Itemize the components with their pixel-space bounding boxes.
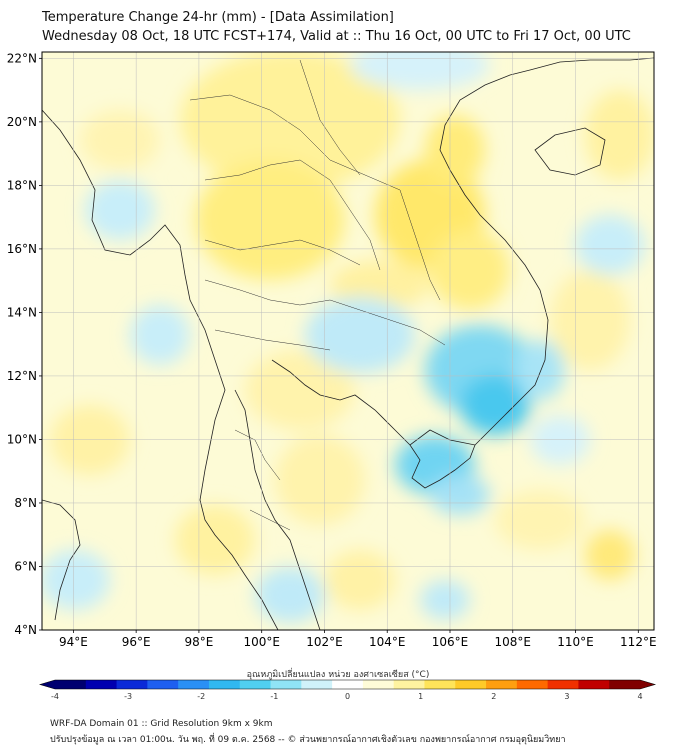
lon-tick-label: 94°E xyxy=(59,635,88,649)
lat-tick-label: 10°N xyxy=(7,432,37,446)
lat-tick-label: 18°N xyxy=(7,178,37,192)
lon-tick-label: 102°E xyxy=(306,635,343,649)
colorbar-tick-label: 0 xyxy=(345,692,350,701)
footer-credit: ปรับปรุงข้อมูล ณ เวลา 01:00น. วัน พฤ. ที… xyxy=(50,735,566,745)
colorbar-segment xyxy=(578,680,610,689)
gridlines xyxy=(42,52,654,630)
lat-tick-label: 4°N xyxy=(14,623,37,637)
colorbar-min-extension xyxy=(40,680,55,689)
colorbar-tick-label: -2 xyxy=(197,692,205,701)
colorbar-segment xyxy=(362,680,395,689)
colorbar-segment xyxy=(55,680,87,689)
colorbar-tick-label: 3 xyxy=(564,692,569,701)
colorbar-title: อุณหภูมิเปลี่ยนแปลง หน่วย องศาเซลเซียส (… xyxy=(246,670,430,680)
lat-tick-label: 14°N xyxy=(7,305,37,319)
lon-tick-label: 96°E xyxy=(122,635,151,649)
lat-tick-label: 22°N xyxy=(7,51,37,65)
lon-tick-label: 100°E xyxy=(243,635,280,649)
longitude-axis: 94°E 96°E 98°E 100°E 102°E 104°E 106°E 108°E 110… xyxy=(59,630,657,649)
lat-tick-label: 12°N xyxy=(7,369,37,383)
lat-tick-label: 16°N xyxy=(7,242,37,256)
colorbar-segment xyxy=(609,680,641,689)
colorbar-segment xyxy=(85,680,118,689)
colorbar: -4 -3 -2 -1 0 1 2 3 4 xyxy=(38,679,657,701)
colorbar-max-extension xyxy=(640,680,655,689)
latitude-axis: 22°N 20°N 18°N 16°N 14°N 12°N 10°N 8°N 6°N 4°N xyxy=(7,51,42,637)
colorbar-segment xyxy=(486,680,518,689)
lat-tick-label: 20°N xyxy=(7,115,37,129)
colorbar-tick-label: 4 xyxy=(637,692,642,701)
colorbar-segment xyxy=(424,680,456,689)
lat-tick-label: 6°N xyxy=(14,559,37,573)
lon-tick-label: 112°E xyxy=(620,635,657,649)
lon-tick-label: 106°E xyxy=(432,635,469,649)
colorbar-tick-label: -1 xyxy=(270,692,278,701)
colorbar-segment xyxy=(147,680,179,689)
colorbar-tick-label: 2 xyxy=(491,692,496,701)
lon-tick-label: 104°E xyxy=(369,635,406,649)
colorbar-tick-label: -4 xyxy=(51,692,59,701)
colorbar-segment xyxy=(116,680,148,689)
admin-borders xyxy=(189,59,446,531)
colorbar-outline xyxy=(38,679,657,690)
colorbar-segment xyxy=(239,680,272,689)
colorbar-segment xyxy=(547,680,580,689)
lat-tick-label: 8°N xyxy=(14,496,37,510)
colorbar-segment xyxy=(332,680,364,689)
chart-subtitle: Wednesday 08 Oct, 18 UTC FCST+174, Valid… xyxy=(42,29,631,44)
colorbar-segment xyxy=(208,680,241,689)
colorbar-tick-label: -3 xyxy=(124,692,132,701)
lon-tick-label: 110°E xyxy=(557,635,594,649)
coastlines xyxy=(42,57,654,630)
colorbar-segment xyxy=(516,680,549,689)
map-frame xyxy=(41,51,655,631)
colorbar-segment xyxy=(178,680,210,689)
colorbar-segment xyxy=(393,680,426,689)
colorbar-segment xyxy=(301,680,333,689)
chart-title: Temperature Change 24-hr (mm) - [Data As… xyxy=(42,10,394,25)
lon-tick-label: 98°E xyxy=(184,635,213,649)
colorbar-tick-label: 1 xyxy=(418,692,423,701)
footer-model-info: WRF-DA Domain 01 :: Grid Resolution 9km … xyxy=(50,719,273,729)
colorbar-segment xyxy=(455,680,487,689)
lon-tick-label: 108°E xyxy=(495,635,532,649)
colorbar-segment xyxy=(270,680,302,689)
